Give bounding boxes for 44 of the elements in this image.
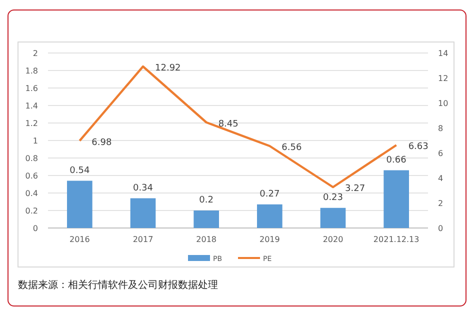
y2-tick-label: 10 [438, 99, 448, 108]
bar [320, 208, 346, 228]
y-tick-label: 1.6 [25, 84, 38, 93]
data-label: 6.63 [408, 142, 428, 152]
y2-tick-label: 6 [438, 149, 444, 158]
y-tick-label: 1.4 [25, 102, 38, 110]
x-tick-label: 2017 [132, 235, 154, 244]
data-label: 6.98 [92, 138, 112, 148]
bar [67, 180, 92, 228]
data-label: 12.92 [155, 64, 181, 74]
data-label: 3.27 [345, 184, 366, 194]
y-tick-label: 2 [32, 49, 38, 58]
x-tick-label: 2019 [259, 235, 280, 244]
x-tick-label: 2021.12.13 [373, 235, 420, 244]
y2-tick-label: 12 [438, 74, 448, 83]
y2-tick-label: 4 [438, 174, 444, 183]
data-label: 0.23 [322, 192, 344, 203]
data-label: 0.34 [132, 183, 154, 194]
y2-tick-label: 2 [438, 199, 444, 208]
bar [257, 204, 282, 228]
source-note: 数据来源：相关行情软件及公司财报数据处理 [18, 279, 218, 291]
data-label: 0.2 [199, 196, 214, 206]
x-tick-label: 2016 [69, 235, 90, 244]
y2-tick-label: 14 [438, 49, 448, 58]
y-tick-label: 0.6 [25, 172, 38, 180]
y-tick-label: 0.2 [25, 206, 38, 216]
y2-tick-label: 0 [438, 224, 444, 233]
bar [130, 198, 156, 228]
data-label: 8.45 [218, 119, 238, 130]
y-tick-label: 0.8 [25, 154, 38, 163]
y-tick-label: 1 [32, 136, 38, 146]
x-tick-label: 2018 [196, 235, 217, 244]
y-tick-label: 0 [32, 224, 38, 233]
y2-tick-label: 8 [438, 124, 444, 133]
bar [194, 210, 219, 228]
x-tick-label: 2020 [322, 235, 344, 244]
data-label: 0.27 [260, 189, 280, 200]
data-label: 0.54 [70, 166, 90, 176]
y-tick-label: 1.2 [25, 119, 38, 128]
y-tick-label: 1.8 [25, 66, 38, 76]
data-label: 6.56 [282, 143, 302, 153]
y-tick-label: 0.4 [25, 189, 38, 198]
data-label: 0.66 [386, 155, 407, 166]
bar [384, 170, 409, 228]
